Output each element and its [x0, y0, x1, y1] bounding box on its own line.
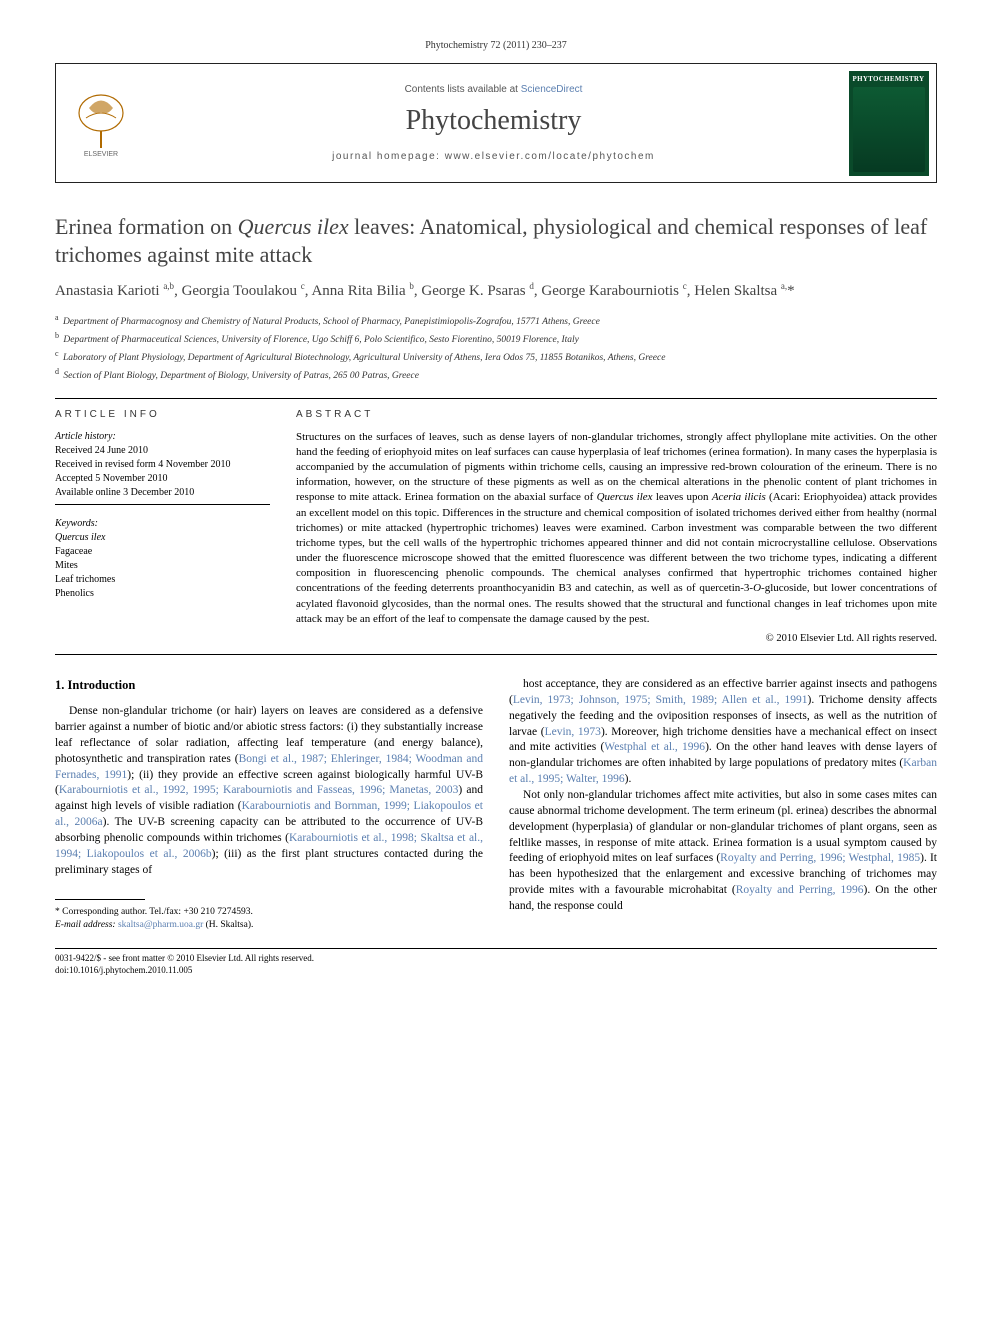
affiliations: a Department of Pharmacognosy and Chemis… — [55, 312, 937, 384]
keywords-block: Keywords: Quercus ilexFagaceaeMitesLeaf … — [55, 517, 270, 601]
corresponding-author-footnote: * Corresponding author. Tel./fax: +30 21… — [55, 906, 483, 933]
sciencedirect-link[interactable]: ScienceDirect — [521, 84, 583, 95]
abstract-text: Structures on the surfaces of leaves, su… — [296, 430, 937, 627]
contents-lists-line: Contents lists available at ScienceDirec… — [405, 84, 583, 95]
intro-paragraph-3: Not only non-glandular trichomes affect … — [509, 788, 937, 915]
intro-paragraph-1: Dense non-glandular trichome (or hair) l… — [55, 704, 483, 878]
abstract-copyright: © 2010 Elsevier Ltd. All rights reserved… — [296, 633, 937, 644]
footer-meta: 0031-9422/$ - see front matter © 2010 El… — [55, 953, 937, 976]
journal-homepage: journal homepage: www.elsevier.com/locat… — [332, 151, 655, 162]
article-history: Article history: Received 24 June 2010 R… — [55, 430, 270, 505]
article-info-heading: ARTICLE INFO — [55, 409, 270, 420]
journal-title: Phytochemistry — [406, 105, 582, 137]
author-list: Anastasia Karioti a,b, Georgia Tooulakou… — [55, 280, 937, 302]
body-column-left: 1. Introduction Dense non-glandular tric… — [55, 677, 483, 932]
elsevier-tree-logo: ELSEVIER — [71, 88, 131, 158]
journal-cover-thumbnail: PHYTOCHEMISTRY — [849, 71, 929, 176]
publisher-logo-cell: ELSEVIER — [56, 64, 146, 182]
running-head: Phytochemistry 72 (2011) 230–237 — [55, 40, 937, 51]
introduction-heading: 1. Introduction — [55, 677, 483, 694]
svg-text:ELSEVIER: ELSEVIER — [84, 151, 118, 158]
article-title: Erinea formation on Quercus ilex leaves:… — [55, 213, 937, 268]
journal-header: ELSEVIER Contents lists available at Sci… — [55, 63, 937, 183]
intro-paragraph-2: host acceptance, they are considered as … — [509, 677, 937, 788]
corresponding-email[interactable]: skaltsa@pharm.uoa.gr — [118, 920, 203, 930]
body-column-right: host acceptance, they are considered as … — [509, 677, 937, 932]
abstract-heading: ABSTRACT — [296, 409, 937, 420]
